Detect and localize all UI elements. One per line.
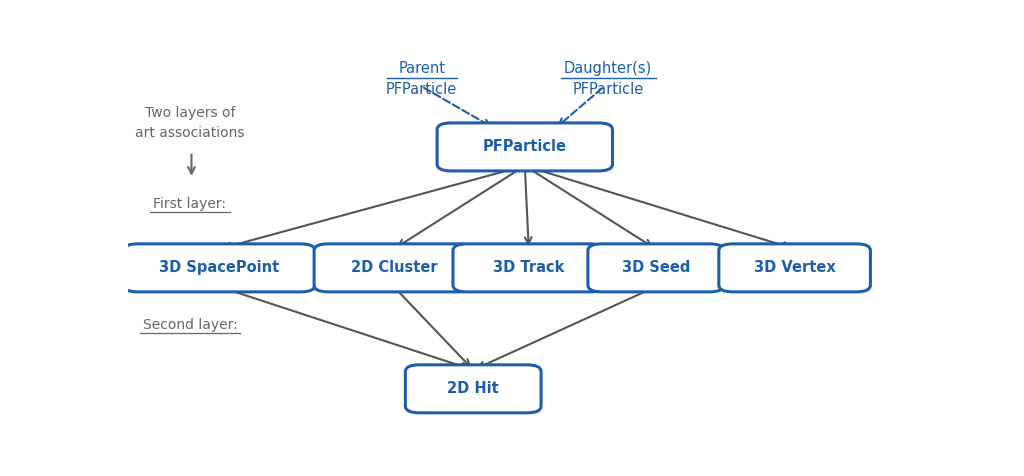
Text: Parent: Parent (398, 61, 445, 76)
FancyBboxPatch shape (453, 244, 604, 292)
Text: Daughter(s): Daughter(s) (564, 61, 652, 76)
FancyBboxPatch shape (437, 123, 612, 171)
Text: 3D Track: 3D Track (494, 260, 564, 276)
FancyBboxPatch shape (124, 244, 315, 292)
Text: Second layer:: Second layer: (142, 317, 238, 332)
Text: 3D SpacePoint: 3D SpacePoint (159, 260, 280, 276)
Text: First layer:: First layer: (154, 197, 226, 211)
FancyBboxPatch shape (314, 244, 474, 292)
FancyBboxPatch shape (719, 244, 870, 292)
Text: 2D Cluster: 2D Cluster (350, 260, 437, 276)
Text: 2D Hit: 2D Hit (447, 381, 499, 397)
Text: 3D Seed: 3D Seed (622, 260, 690, 276)
Text: 3D Vertex: 3D Vertex (754, 260, 836, 276)
Text: PFParticle: PFParticle (572, 81, 644, 97)
Text: PFParticle: PFParticle (386, 81, 458, 97)
Text: PFParticle: PFParticle (482, 139, 567, 154)
FancyBboxPatch shape (588, 244, 724, 292)
Text: Two layers of
art associations: Two layers of art associations (135, 106, 245, 140)
FancyBboxPatch shape (406, 365, 541, 413)
